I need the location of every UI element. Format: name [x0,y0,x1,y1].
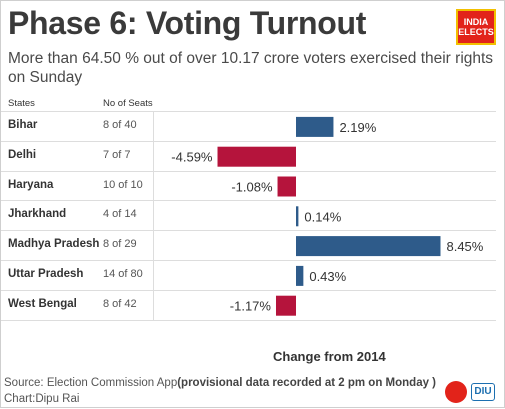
diu-logo: DIU [471,383,495,401]
page-title: Phase 6: Voting Turnout [8,5,367,41]
bar-value-label: -4.59% [171,150,213,165]
bar-jharkhand [296,206,299,227]
bar-value-label: -1.17% [230,299,272,314]
table-row: Bihar 8 of 40 [1,111,496,141]
bar-value-label: 8.45% [446,239,483,254]
table-row: Delhi 7 of 7 [1,140,496,171]
source-detail: (provisional data recorded at 2 pm on Mo… [177,377,437,389]
table-row: West Bengal 8 of 42 [1,289,496,320]
column-divider [153,111,154,321]
state-name: West Bengal [8,297,77,310]
bar-haryana [277,176,296,197]
table-row: Haryana 10 of 10 [1,170,496,201]
bar-value-label: 2.19% [339,120,376,135]
state-name: Uttar Pradesh [8,268,84,280]
seat-count: 8 of 29 [103,238,137,251]
bar-value-label: -1.08% [231,180,273,195]
x-axis-title: Change from 2014 [273,349,386,364]
bar-value-label: 0.14% [304,209,341,224]
table-row: Jharkhand 4 of 14 [1,200,496,230]
seat-count: 14 of 80 [103,268,143,280]
bar-madhya-pradesh [296,236,441,257]
table-row: Madhya Pradesh 8 of 29 [1,230,496,260]
seat-count: 8 of 42 [103,297,137,310]
state-name: Madhya Pradesh [8,238,100,251]
brand-logo-icon [445,381,467,403]
seat-count: 8 of 40 [103,119,137,131]
bar-uttar-pradesh [296,265,304,286]
seat-count: 7 of 7 [103,148,131,161]
state-name: Jharkhand [8,208,67,221]
chart-credit: Chart:Dipu Rai [4,393,80,405]
source-prefix: Source: Election Commission App [4,377,178,389]
bar-delhi [217,146,296,167]
bar-west-bengal [275,295,296,316]
source-note: Source: Election Commission App(provisio… [4,377,436,389]
seat-count: 10 of 10 [103,178,143,191]
bar-bihar [296,116,334,137]
bar-value-label: 0.43% [309,269,346,284]
state-name: Bihar [8,119,38,131]
table-row: Uttar Pradesh 14 of 80 [1,260,496,290]
state-name: Delhi [8,148,37,161]
seat-count: 4 of 14 [103,208,137,221]
india-elects-logo: INDIA ELECTS [456,9,496,45]
column-header-seats: No of Seats [103,98,153,109]
table-bottom-border [1,320,496,321]
subtitle: More than 64.50 % out of over 10.17 cror… [8,50,494,86]
state-name: Haryana [8,178,54,191]
column-header-states: States [8,98,35,109]
